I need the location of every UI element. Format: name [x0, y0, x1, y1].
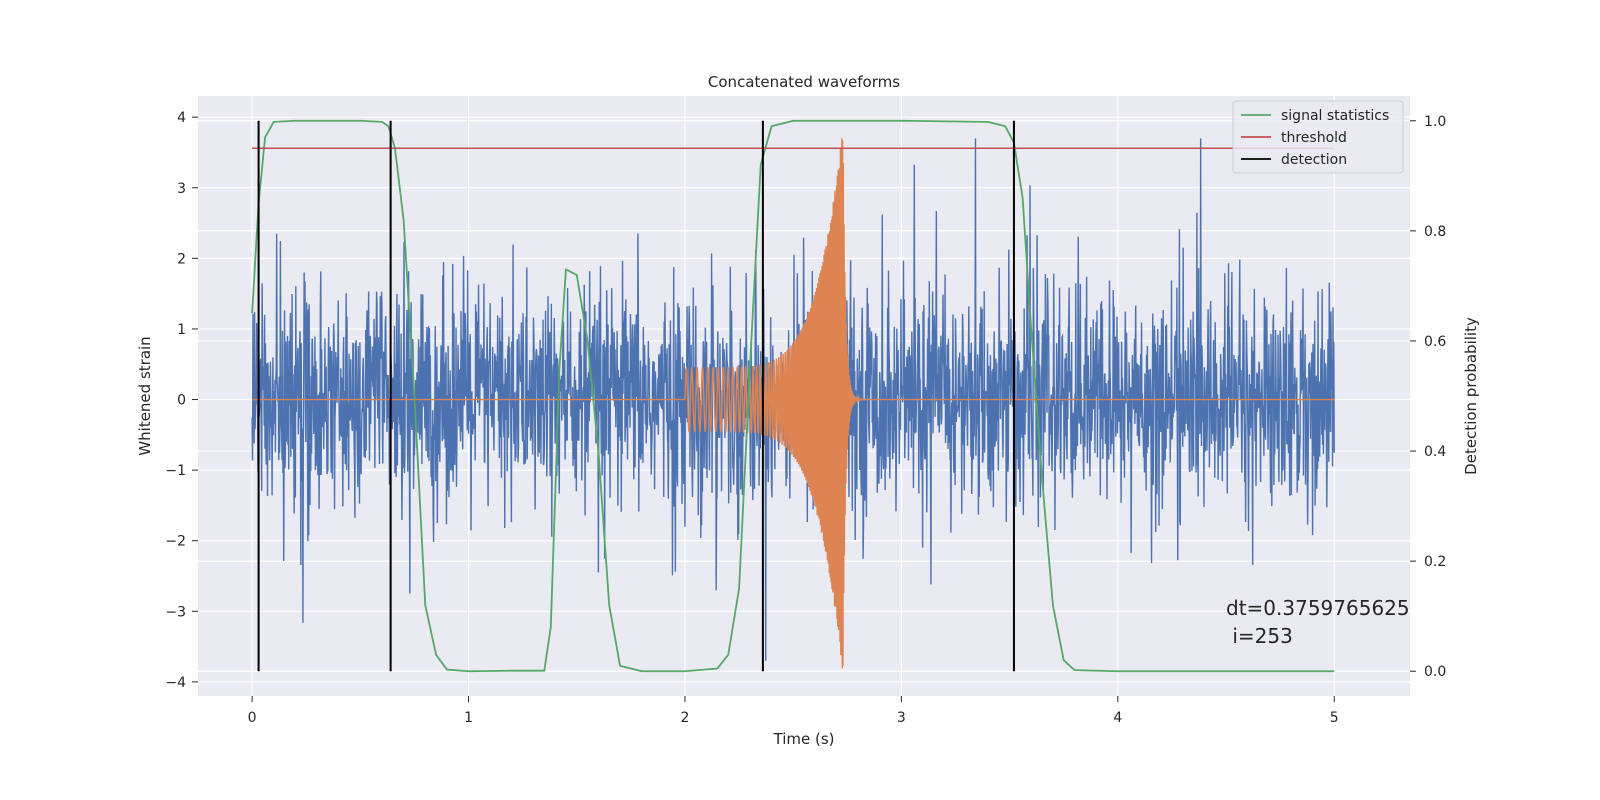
legend-entry: signal statistics	[1281, 108, 1389, 124]
x-tick-label: 5	[1330, 710, 1339, 726]
legend-entry: threshold	[1281, 130, 1347, 146]
y-axis-label: Whitened strain	[136, 336, 154, 455]
x-tick-label: 0	[248, 710, 257, 726]
x-tick-label: 3	[897, 710, 906, 726]
x-axis-label: Time (s)	[773, 730, 835, 748]
x-tick-label: 2	[681, 710, 690, 726]
y-tick-label-right: 0.8	[1424, 224, 1446, 240]
y-tick-label: 4	[177, 110, 186, 126]
y-tick-label: −1	[165, 463, 186, 479]
detection-series	[257, 120, 1015, 672]
y-axis-label-right: Detection probability	[1462, 317, 1480, 475]
annotation-index: i=253	[1226, 624, 1293, 648]
ticks: 0 1 2 3 4 5 −4 −3 −2 −1 0 1 2 3 4 0.0 0.2 0.4 0.6 0.8 1.0	[165, 110, 1446, 726]
legend-entry: detection	[1281, 152, 1347, 168]
legend-box	[1232, 100, 1404, 174]
y-tick-label-right: 0.2	[1424, 554, 1446, 570]
injected-signal-line	[252, 138, 1335, 669]
y-tick-label-right: 0.4	[1424, 444, 1446, 460]
chart-title: Concatenated waveforms	[708, 73, 900, 91]
y-tick-label: 3	[177, 181, 186, 197]
y-tick-label: −3	[165, 604, 186, 620]
y-tick-label: 1	[177, 322, 186, 338]
injected-signal-series	[252, 138, 1335, 669]
signal-statistics-line	[251, 119, 1335, 673]
annotation-dt: dt=0.3759765625	[1226, 596, 1410, 620]
y-tick-label-right: 0.0	[1424, 664, 1446, 680]
x-tick-label: 1	[464, 710, 473, 726]
y-tick-label-right: 0.6	[1424, 334, 1446, 350]
y-tick-label-right: 1.0	[1424, 114, 1446, 130]
y-tick-label: −2	[165, 534, 186, 550]
y-tick-label: 0	[177, 393, 186, 409]
x-tick-label: 4	[1113, 710, 1122, 726]
y-tick-label: −4	[165, 675, 186, 691]
signal-statistics-series	[251, 119, 1335, 673]
legend: signal statistics threshold detection	[1232, 100, 1404, 174]
y-tick-label: 2	[177, 251, 186, 267]
